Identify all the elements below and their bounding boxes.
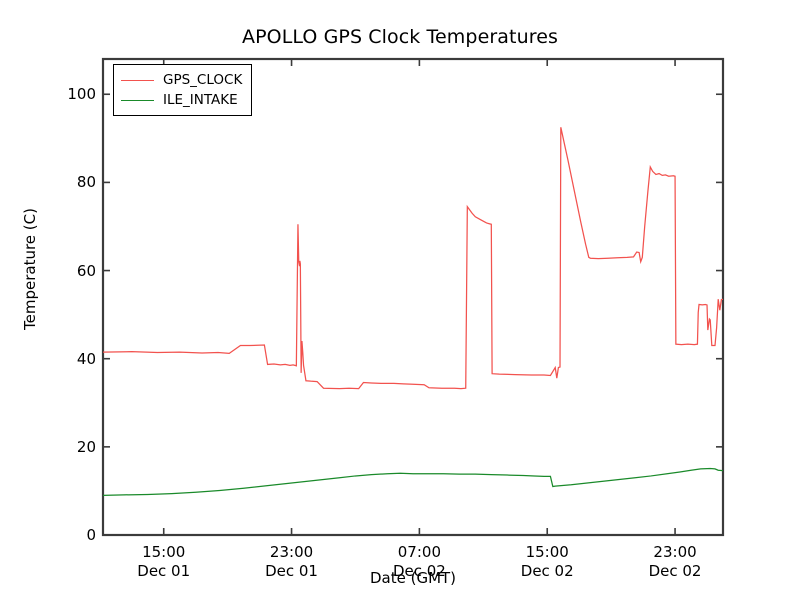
y-axis-tick-label: 0	[86, 526, 96, 544]
x-tick-date: Dec 01	[265, 562, 318, 580]
y-axis-tick-label: 100	[67, 85, 96, 104]
x-tick-date: Dec 02	[520, 562, 574, 580]
x-tick-date: Dec 01	[137, 562, 191, 580]
chart-legend: GPS_CLOCK ILE_INTAKE	[113, 64, 253, 116]
x-axis-tick-label: 23:00 Dec 01	[232, 543, 352, 581]
legend-swatch-gps-clock	[121, 79, 154, 81]
x-axis-tick-label: 15:00 Dec 01	[104, 543, 224, 581]
legend-item: ILE_INTAKE	[121, 90, 242, 110]
y-axis-tick-labels: 0 20 40 60 80 100	[50, 0, 96, 600]
x-axis-tick-label: 15:00 Dec 02	[487, 543, 607, 581]
legend-label-gps-clock: GPS_CLOCK	[163, 72, 243, 88]
y-axis-tick-label: 60	[76, 261, 96, 280]
y-axis-tick-label: 40	[76, 349, 96, 368]
x-axis-tick-label: 07:00 Dec 02	[359, 543, 479, 581]
series-line-ile-intake	[103, 467, 723, 496]
x-tick-time: 07:00	[397, 543, 441, 561]
x-tick-date: Dec 02	[392, 562, 446, 580]
chart-title: APOLLO GPS Clock Temperatures	[242, 26, 558, 48]
legend-swatch-ile-intake	[121, 99, 154, 101]
series-line-gps-clock	[103, 127, 723, 390]
x-axis-label: Date (GMT)	[369, 569, 457, 587]
y-axis-tick-label: 80	[76, 173, 96, 192]
x-tick-time: 15:00	[525, 543, 569, 561]
x-tick-time: 23:00	[269, 543, 314, 561]
legend-item: GPS_CLOCK	[121, 70, 242, 90]
x-tick-time: 15:00	[142, 543, 186, 561]
x-axis-tick-label: 23:00 Dec 02	[615, 543, 735, 581]
legend-label-ile-intake: ILE_INTAKE	[163, 92, 238, 108]
x-tick-time: 23:00	[653, 543, 697, 561]
y-axis-tick-label: 20	[76, 437, 96, 456]
x-tick-date: Dec 02	[648, 562, 702, 580]
plot-frame	[101, 57, 725, 537]
